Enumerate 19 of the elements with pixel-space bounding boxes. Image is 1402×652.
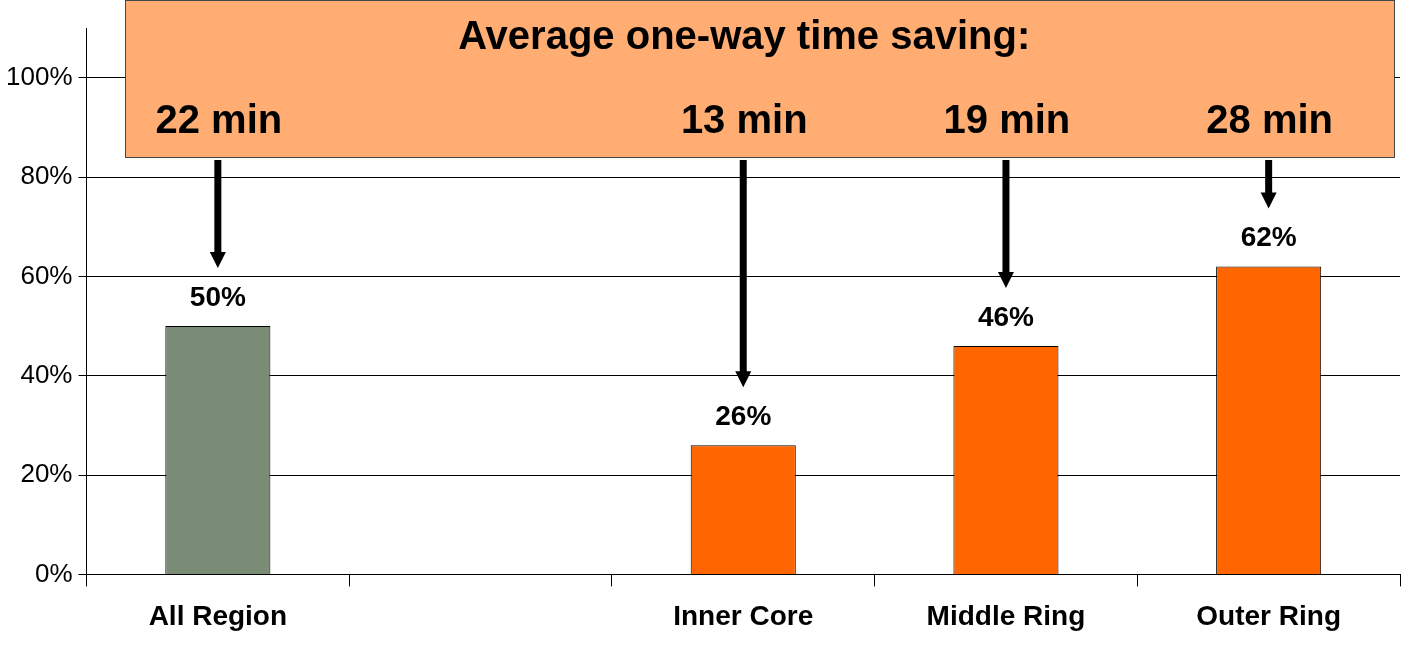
annotation: Average one-way time saving: bbox=[458, 13, 1031, 58]
x-tick-label: Middle Ring bbox=[926, 599, 1086, 631]
x-tick-label: All Region bbox=[148, 599, 288, 631]
data-label: 50% bbox=[189, 280, 246, 312]
y-tick-label: 80% bbox=[20, 160, 73, 191]
y-tick-label: 100% bbox=[6, 60, 73, 91]
annotation: 28 min bbox=[1206, 97, 1333, 142]
data-label: 62% bbox=[1240, 221, 1297, 253]
annotation: 13 min bbox=[680, 97, 808, 142]
y-tick-label: 60% bbox=[20, 259, 73, 290]
x-tick-label: Outer Ring bbox=[1196, 599, 1341, 631]
y-tick-label: 0% bbox=[34, 557, 73, 588]
annotation: 19 min bbox=[943, 97, 1071, 142]
annotation: 22 min bbox=[155, 97, 283, 142]
data-label: 46% bbox=[977, 300, 1035, 332]
data-label: 26% bbox=[715, 399, 772, 431]
x-tick-label: Inner Core bbox=[673, 599, 814, 631]
y-tick-label: 40% bbox=[20, 358, 73, 389]
y-tick-label: 20% bbox=[20, 458, 73, 489]
